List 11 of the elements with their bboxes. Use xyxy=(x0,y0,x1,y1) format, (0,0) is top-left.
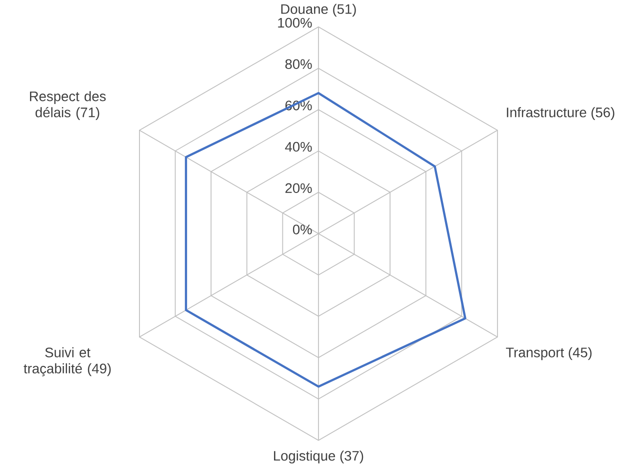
spoke-label: Respect des délais (71) xyxy=(30,90,106,120)
y-tick-label: 0% xyxy=(292,224,312,234)
y-tick-label: 100% xyxy=(278,18,312,28)
spoke-label: Suivi et traçabilité (49) xyxy=(24,347,111,376)
spoke-label: Infrastructure (56) xyxy=(506,107,614,120)
spoke-label: Transport (45) xyxy=(506,347,592,360)
spoke-label: Douane (51) xyxy=(281,4,356,17)
y-tick-label: 80% xyxy=(285,59,312,69)
y-tick-label: 40% xyxy=(285,142,312,152)
y-tick-label: 20% xyxy=(285,183,312,193)
spoke-label: Logistique (37) xyxy=(274,450,364,464)
